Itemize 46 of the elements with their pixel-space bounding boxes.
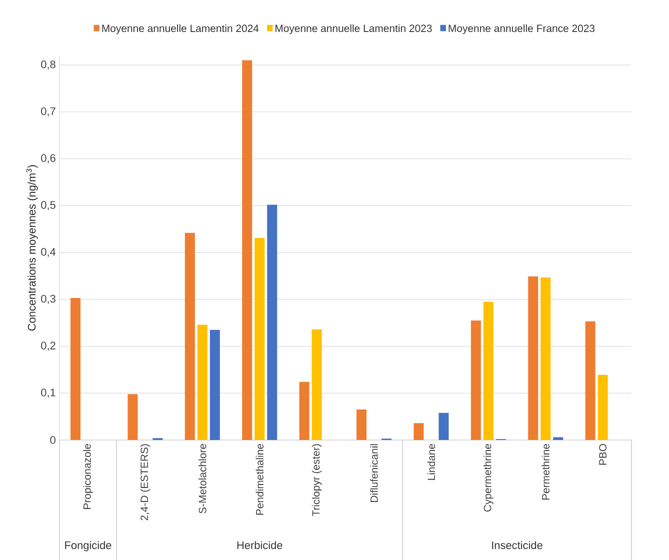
text: Insecticide [492,541,542,550]
x-tick-label: PBO [599,444,607,465]
bar [197,324,208,440]
y-tick-label: 0,5 [41,201,56,210]
x-tick-label: Pendimethaline [256,444,264,515]
text: Herbicide [237,541,282,550]
bar [553,437,564,440]
y-tick-label: 0 [50,436,56,444]
bar [70,298,80,440]
bar [356,410,367,440]
legend-label: Moyenne annuelle Lamentin 2023 [276,24,432,34]
y-tick-label: 0,2 [41,342,56,351]
bar [470,320,481,440]
x-tick-label: Propiconazole [83,444,93,509]
bar [299,382,310,440]
legend-label: Moyenne annuelle France 2023 [448,24,595,34]
bar [598,374,608,440]
y-tick-label: 0,4 [41,248,56,258]
bar [540,277,551,440]
x-tick-label: Cypermethrine [484,444,494,512]
x-tick-label: Permethrine [542,444,550,500]
bar [414,423,424,440]
x-tick-label: 2,4-D (ESTERS) [140,444,150,520]
bar [528,276,538,440]
y-tick-label: 0,7 [41,107,56,116]
bar [312,329,322,440]
text: Fongicide [65,541,112,552]
bar [184,232,195,440]
bar [438,412,449,440]
x-tick-label: S-Metolachlore [198,444,206,514]
y-tick-label: 0,6 [41,154,56,164]
bar [128,394,138,440]
y-tick-label: 0,1 [41,388,56,398]
legend-label: Moyenne annuelle Lamentin 2024 [102,24,259,34]
x-tick-label: Lindane [427,444,436,480]
x-tick-label: Diflufenicanil [370,444,378,502]
bar [585,321,596,440]
bar [242,60,252,440]
y-tick-label: 0,8 [41,60,56,70]
y-tick-label: 0,3 [41,294,56,304]
bar [254,238,265,440]
y-axis-title: Concentrations moyennes (ng/m$^{3}$) [26,165,38,331]
x-tick-label: Triclopyr (ester) [312,444,322,516]
bar [267,204,278,440]
bar [483,302,494,440]
bar [210,330,220,440]
